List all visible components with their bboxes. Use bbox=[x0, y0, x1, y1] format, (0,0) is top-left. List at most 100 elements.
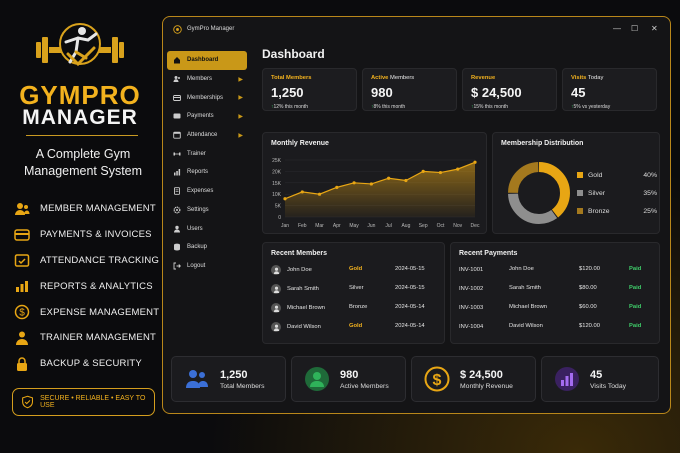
chevron-right-icon: ▶ bbox=[238, 95, 243, 102]
sidebar-item-attendance[interactable]: Attendance ▶ bbox=[167, 126, 247, 145]
user-icon bbox=[174, 225, 180, 233]
dollar-icon: $ bbox=[14, 304, 30, 320]
sidebar: Dashboard Members ▶ Memberships ▶ Payments… bbox=[167, 51, 247, 275]
feature-item: TRAINER MANAGEMENT bbox=[14, 325, 164, 351]
payment-status: Paid bbox=[629, 304, 642, 310]
sidebar-item-dashboard[interactable]: Dashboard bbox=[167, 51, 247, 70]
wallet-icon bbox=[173, 113, 181, 119]
bar-chart-icon bbox=[555, 367, 579, 391]
feature-label: PAYMENTS & INVOICES bbox=[40, 229, 152, 241]
member-row[interactable]: David Wilson Gold 2024-05-14 bbox=[271, 318, 441, 336]
maximize-button[interactable]: ☐ bbox=[631, 24, 639, 33]
x-tick-label: May bbox=[349, 223, 359, 229]
user-icon bbox=[273, 286, 279, 293]
member-name: Michael Brown bbox=[287, 305, 326, 311]
gear-icon bbox=[173, 206, 181, 214]
dumbbell-icon bbox=[173, 152, 181, 156]
nav-label: Backup bbox=[187, 244, 208, 251]
invoice-id: INV-1003 bbox=[459, 305, 484, 311]
user-icon bbox=[273, 305, 279, 312]
payer-name: David Wilson bbox=[509, 323, 543, 329]
nav-label: Trainer bbox=[187, 150, 206, 157]
sidebar-item-members[interactable]: Members ▶ bbox=[167, 70, 247, 89]
revenue-point bbox=[456, 167, 460, 171]
app-window: GymPro Manager — ☐ ✕ Dashboard Members ▶ … bbox=[162, 16, 671, 414]
tagline: A Complete Gym Management System bbox=[23, 147, 143, 178]
summary-card-active-members: 980 Active Members bbox=[291, 356, 406, 402]
member-name: John Doe bbox=[287, 267, 312, 273]
member-date: 2024-05-14 bbox=[395, 304, 425, 310]
sidebar-item-users[interactable]: Users bbox=[167, 219, 247, 238]
sidebar-item-reports[interactable]: Reports bbox=[167, 163, 247, 182]
feature-label: MEMBER MANAGEMENT bbox=[40, 203, 156, 215]
feature-label: BACKUP & SECURITY bbox=[40, 358, 142, 370]
feature-label: ATTENDANCE TRACKING bbox=[40, 254, 160, 266]
summary-value: 1,250 bbox=[220, 368, 248, 381]
window-title: GymPro Manager bbox=[187, 26, 235, 32]
sidebar-item-memberships[interactable]: Memberships ▶ bbox=[167, 88, 247, 107]
revenue-point bbox=[473, 160, 477, 164]
feature-label: EXPENSE MANAGEMENT bbox=[40, 306, 160, 318]
feature-label: TRAINER MANAGEMENT bbox=[40, 332, 157, 344]
stat-label: Visits Today bbox=[571, 75, 604, 81]
revenue-point bbox=[369, 182, 373, 186]
member-row[interactable]: Sarah Smith Silver 2024-05-15 bbox=[271, 280, 441, 298]
monthly-revenue-chart: 0 5K 10K 15K 20K 25K Jan Feb Mar Apr May Jun Jul Aug S… bbox=[272, 158, 480, 229]
lock-icon bbox=[17, 356, 27, 371]
nav-label: Logout bbox=[187, 262, 206, 269]
y-tick-label: 25K bbox=[272, 158, 282, 164]
sidebar-item-settings[interactable]: Settings bbox=[167, 201, 247, 220]
member-row[interactable]: Michael Brown Bronze 2024-05-14 bbox=[271, 299, 441, 317]
brand-name-line1: GYMPRO bbox=[19, 80, 141, 110]
feature-item: REPORTS & ANALYTICS bbox=[14, 273, 164, 299]
summary-value: 45 bbox=[590, 368, 603, 381]
payment-amount: $120.00 bbox=[579, 323, 600, 329]
sidebar-item-backup[interactable]: Backup bbox=[167, 238, 247, 257]
x-tick-label: Jan bbox=[281, 223, 289, 229]
stat-label: Total Members bbox=[271, 75, 312, 81]
summary-label: Visits Today bbox=[590, 382, 627, 390]
nav-label: Payments bbox=[187, 113, 214, 120]
nav-label: Dashboard bbox=[187, 57, 219, 64]
membership-distribution-title: Membership Distribution bbox=[501, 140, 584, 147]
feature-list: MEMBER MANAGEMENT PAYMENTS & INVOICES AT… bbox=[14, 196, 164, 377]
x-tick-label: Mar bbox=[315, 223, 324, 229]
legend-pct: 35% bbox=[643, 189, 657, 197]
member-date: 2024-05-15 bbox=[395, 266, 425, 272]
summary-value: 980 bbox=[340, 368, 359, 381]
nav-label: Members bbox=[187, 76, 213, 83]
nav-label: Attendance bbox=[187, 132, 218, 139]
sidebar-item-expenses[interactable]: Expenses bbox=[167, 182, 247, 201]
nav-label: Settings bbox=[187, 206, 209, 213]
revenue-point bbox=[404, 178, 408, 183]
nav-label: Reports bbox=[187, 169, 209, 176]
payer-name: Michael Brown bbox=[509, 304, 548, 310]
nav-label: Expenses bbox=[187, 188, 214, 195]
minimize-button[interactable]: — bbox=[613, 24, 621, 33]
legend-gold: Gold 40% bbox=[577, 170, 657, 180]
member-row[interactable]: John Doe Gold 2024-05-15 bbox=[271, 261, 441, 279]
revenue-point bbox=[283, 197, 287, 201]
sidebar-item-payments[interactable]: Payments ▶ bbox=[167, 107, 247, 126]
members-icon bbox=[186, 370, 208, 388]
member-plan: Gold bbox=[349, 266, 363, 272]
revenue-line bbox=[284, 161, 476, 200]
receipt-icon bbox=[174, 187, 180, 195]
legend-swatch bbox=[577, 208, 583, 214]
invoice-id: INV-1002 bbox=[459, 286, 484, 292]
stat-change: ↑12% this month bbox=[271, 104, 308, 110]
payer-name: Sarah Smith bbox=[509, 285, 541, 291]
payment-row[interactable]: INV-1004 David Wilson $120.00 Paid bbox=[459, 318, 655, 336]
payments-icon bbox=[14, 228, 30, 241]
stat-value: 45 bbox=[571, 85, 586, 100]
payment-row[interactable]: INV-1001 John Doe $120.00 Paid bbox=[459, 261, 655, 279]
payment-row[interactable]: INV-1003 Michael Brown $60.00 Paid bbox=[459, 299, 655, 317]
chevron-right-icon: ▶ bbox=[238, 113, 243, 120]
legend-label: Gold bbox=[588, 171, 603, 179]
payment-row[interactable]: INV-1002 Sarah Smith $80.00 Paid bbox=[459, 280, 655, 298]
user-icon bbox=[273, 324, 279, 331]
sidebar-item-logout[interactable]: Logout bbox=[167, 257, 247, 276]
summary-label: Total Members bbox=[220, 382, 265, 390]
sidebar-item-trainer[interactable]: Trainer bbox=[167, 144, 247, 163]
close-button[interactable]: ✕ bbox=[651, 24, 658, 33]
